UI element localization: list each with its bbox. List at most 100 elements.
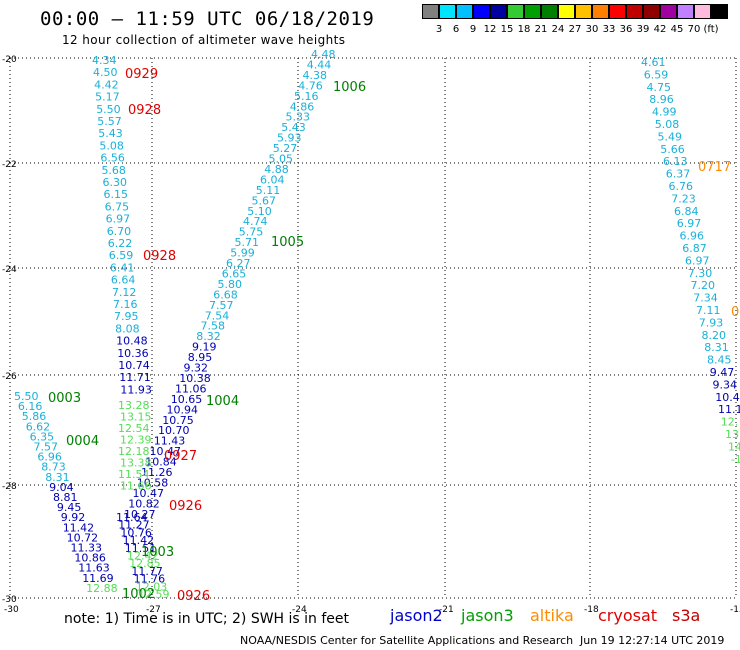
wave-height-reading: 10.72 [67,531,99,544]
x-tick-label: -30 [4,605,19,615]
scale-swatch [711,4,728,19]
wave-height-reading: 7.11 [696,304,721,317]
scale-swatch [439,4,456,19]
pass-time-label: 0926 [169,499,202,514]
y-tick-label: -20 [2,55,17,65]
scale-label: 24 [551,24,565,35]
wave-height-reading: 6.64 [111,274,135,287]
wave-height-reading: 5.67 [252,194,277,207]
wave-height-reading: 10.94 [167,403,199,416]
wave-height-reading: 11.06 [175,382,207,395]
wave-height-reading: 10.65 [171,393,203,406]
wave-height-reading: 11.51 [125,542,157,555]
pass-time-label: 0004 [66,434,99,449]
wave-height-reading: 13. [725,428,740,441]
wave-height-reading: 6.59 [644,68,669,81]
wave-height-reading: 10.38 [179,372,211,385]
wave-height-reading: 5.68 [101,164,126,177]
wave-height-reading: 10.76 [120,526,151,539]
wave-height-reading: 4.74 [243,215,268,228]
wave-height-reading: 5.33 [286,111,311,124]
wave-height-reading: 12.42 [127,550,159,563]
wave-height-reading: 5.11 [256,184,281,197]
wave-height-reading: 6.59 [109,249,134,262]
y-tick-label: -22 [2,160,17,170]
wave-height-reading: 5.43 [281,121,306,134]
wave-height-reading: 6.13 [663,155,688,168]
wave-height-reading: 5.49 [658,130,683,143]
wave-height-reading: 7.12 [112,286,137,299]
wave-height-reading: 4.34 [92,54,117,67]
wave-height-reading: 7.54 [205,309,230,322]
wave-height-reading: 10.36 [117,347,149,360]
wave-height-reading: 7.57 [34,441,59,454]
wave-height-reading: 6.37 [666,168,691,181]
scale-swatch [541,4,558,19]
wave-height-reading: 7.58 [201,320,226,333]
scale-swatch [660,4,677,19]
wave-height-reading: 12.54 [118,422,150,435]
wave-height-reading: 9.04 [49,481,74,494]
wave-height-reading: 5.75 [239,226,264,239]
wave-height-reading: 11.69 [82,572,114,585]
wave-height-reading: 6.87 [682,242,707,255]
wave-height-reading: 6.96 [37,451,62,464]
satellite-legend-item: jason2 [390,606,443,625]
wave-height-reading: 4.76 [298,79,323,92]
wave-height-reading: 7.57 [209,299,234,312]
scale-label: 21 [534,24,548,35]
wave-height-reading: 10.27 [124,508,156,521]
wave-height-reading: 11.71 [119,371,151,384]
scale-swatch [694,4,711,19]
scale-swatch [575,4,592,19]
x-tick-label: -18 [584,605,599,615]
wave-height-reading: 5.27 [273,142,298,155]
pass-time-label: 0717 [698,160,731,175]
x-tick-label: -21 [439,605,454,615]
wave-height-reading: 10.47 [133,487,165,500]
wave-height-reading: 4.61 [641,56,666,69]
wave-height-reading: 10.86 [74,552,106,565]
wave-height-reading: 8.08 [115,322,140,335]
footer-note: note: 1) Time is in UTC; 2) SWH is in fe… [64,611,350,627]
pass-time-label: 0003 [48,391,81,406]
wave-height-readings: 4.344.504.425.175.505.575.435.086.565.68… [14,48,740,601]
wave-height-reading: 5.10 [247,205,272,218]
scale-swatch [490,4,507,19]
wave-height-reading: 5.08 [655,118,680,131]
wave-height-reading: 11.77 [131,565,163,578]
wave-height-reading: 6.84 [674,205,699,218]
wave-height-reading: 6.65 [222,267,247,280]
wave-height-reading: 5.80 [218,278,243,291]
wave-height-reading: 13.28 [118,399,150,412]
wave-height-reading: 8.31 [704,341,729,354]
wave-height-reading: 5.86 [22,410,47,423]
wave-height-reading: 13.15 [120,411,152,424]
pass-time-label: 0929 [125,67,158,82]
scale-label: 42 [653,24,667,35]
wave-height-reading: 10.48 [116,335,147,348]
wave-height-reading: 11.43 [154,435,186,448]
wave-height-reading: 9.19 [192,341,217,354]
scale-label: 6 [452,24,460,35]
wave-height-reading: 5.50 [96,103,121,116]
wave-height-reading: 9.92 [61,511,86,524]
scale-label: 70 [687,24,701,35]
pass-time-label: 0927 [164,449,197,464]
pass-time-labels: 0929 0928 0928 1006 1005 1004 0003 0004 0927 0926… [48,67,739,604]
wave-height-reading: 6.30 [103,176,128,189]
wave-height-reading: 11.26 [141,466,173,479]
footer-credit: NOAA/NESDIS Center for Satellite Applica… [240,634,574,647]
wave-height-reading: 5.93 [277,132,302,145]
scale-swatch [626,4,643,19]
wave-height-reading: 8.73 [41,461,66,474]
wave-height-reading: 10.58 [137,476,169,489]
wave-height-reading: 10.84 [145,456,177,469]
wave-height-reading: 5.57 [97,115,122,128]
wave-height-reading: 6.96 [680,230,705,243]
wave-height-reading: 5.05 [269,153,294,166]
map-grid [9,57,737,599]
wave-height-reading: 6.70 [107,225,132,238]
wave-height-reading: 12.85 [129,557,161,570]
wave-height-reading: 7.20 [691,279,716,292]
